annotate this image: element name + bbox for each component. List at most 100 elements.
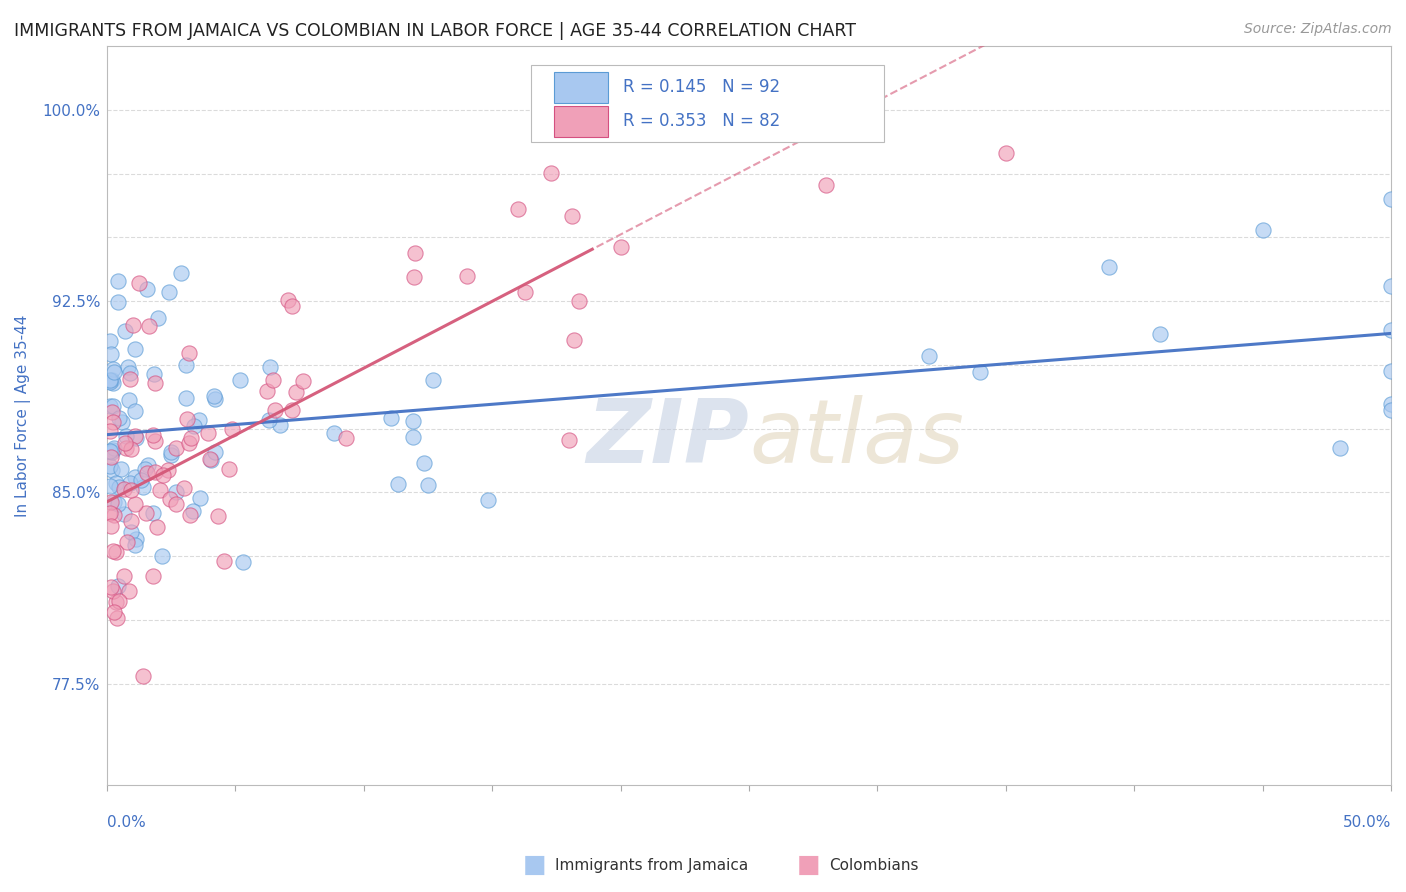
Point <box>969 364 991 378</box>
Text: R = 0.145   N = 92: R = 0.145 N = 92 <box>623 78 780 96</box>
Point <box>114 429 136 443</box>
Point <box>107 274 129 288</box>
Point <box>179 346 201 360</box>
Point <box>166 485 188 500</box>
Point <box>1379 402 1402 417</box>
Point <box>142 427 165 442</box>
Point <box>1379 397 1402 411</box>
Point <box>335 431 357 445</box>
Point <box>105 475 128 490</box>
Point <box>259 360 281 375</box>
Point <box>1379 323 1402 337</box>
Point <box>103 365 125 379</box>
Text: ZIP: ZIP <box>586 394 749 482</box>
Point <box>120 442 142 456</box>
Point <box>179 436 201 450</box>
Point <box>124 429 146 443</box>
Text: IMMIGRANTS FROM JAMAICA VS COLOMBIAN IN LABOR FORCE | AGE 35-44 CORRELATION CHAR: IMMIGRANTS FROM JAMAICA VS COLOMBIAN IN … <box>14 22 856 40</box>
Point <box>128 276 150 290</box>
Point <box>103 442 125 456</box>
Point <box>110 415 132 429</box>
Point <box>212 554 235 568</box>
Point <box>105 595 128 609</box>
Point <box>218 462 240 476</box>
Point <box>1379 193 1402 207</box>
Point <box>174 358 197 372</box>
Point <box>322 425 344 440</box>
Point <box>540 166 562 180</box>
Point <box>100 347 122 361</box>
Point <box>1379 364 1402 378</box>
Point <box>125 431 148 445</box>
Point <box>103 495 125 509</box>
Point <box>118 366 141 380</box>
Point <box>661 88 683 103</box>
Point <box>103 544 125 558</box>
Point <box>180 431 202 445</box>
Point <box>100 580 122 594</box>
Point <box>107 480 129 494</box>
Point <box>125 533 148 547</box>
Point <box>103 399 125 413</box>
Point <box>1379 279 1402 293</box>
Point <box>204 389 226 403</box>
Point <box>98 424 121 438</box>
Point <box>567 294 589 309</box>
Point <box>103 605 125 619</box>
Point <box>146 311 169 326</box>
Point <box>506 202 529 216</box>
Point <box>142 568 165 582</box>
Point <box>124 403 146 417</box>
Point <box>124 538 146 552</box>
Point <box>183 503 205 517</box>
Point <box>103 442 125 457</box>
Point <box>204 445 226 459</box>
Point <box>558 434 581 448</box>
Point <box>124 497 146 511</box>
Point <box>122 318 145 332</box>
Text: Source: ZipAtlas.com: Source: ZipAtlas.com <box>1244 22 1392 37</box>
Point <box>197 425 219 440</box>
Point <box>103 415 125 429</box>
Bar <box>554 72 607 103</box>
Point <box>120 372 142 386</box>
Point <box>101 373 124 387</box>
Point <box>159 491 181 506</box>
Point <box>129 473 152 487</box>
Point <box>291 375 314 389</box>
Point <box>160 444 183 458</box>
Point <box>188 491 211 505</box>
Point <box>98 334 121 348</box>
Point <box>115 441 138 455</box>
Point <box>143 367 166 381</box>
Point <box>103 361 125 376</box>
Point <box>98 458 121 473</box>
Point <box>402 430 425 444</box>
Point <box>101 583 124 598</box>
Point <box>918 349 941 363</box>
Point <box>815 178 838 192</box>
Point <box>142 507 165 521</box>
Point <box>114 508 136 522</box>
Point <box>134 462 156 476</box>
Point <box>269 418 291 433</box>
Text: atlas: atlas <box>749 395 965 481</box>
Point <box>561 209 583 223</box>
Point <box>173 482 195 496</box>
Point <box>281 299 304 313</box>
Point <box>117 583 139 598</box>
Point <box>131 480 153 494</box>
Point <box>124 342 146 356</box>
Point <box>738 78 761 92</box>
Point <box>117 359 139 374</box>
Point <box>104 545 127 559</box>
Point <box>117 535 139 549</box>
Point <box>143 465 166 479</box>
Point <box>157 285 180 300</box>
Point <box>380 410 402 425</box>
Point <box>100 495 122 509</box>
Point <box>114 324 136 338</box>
Point <box>257 413 280 427</box>
Point <box>152 468 174 483</box>
Point <box>994 145 1017 160</box>
